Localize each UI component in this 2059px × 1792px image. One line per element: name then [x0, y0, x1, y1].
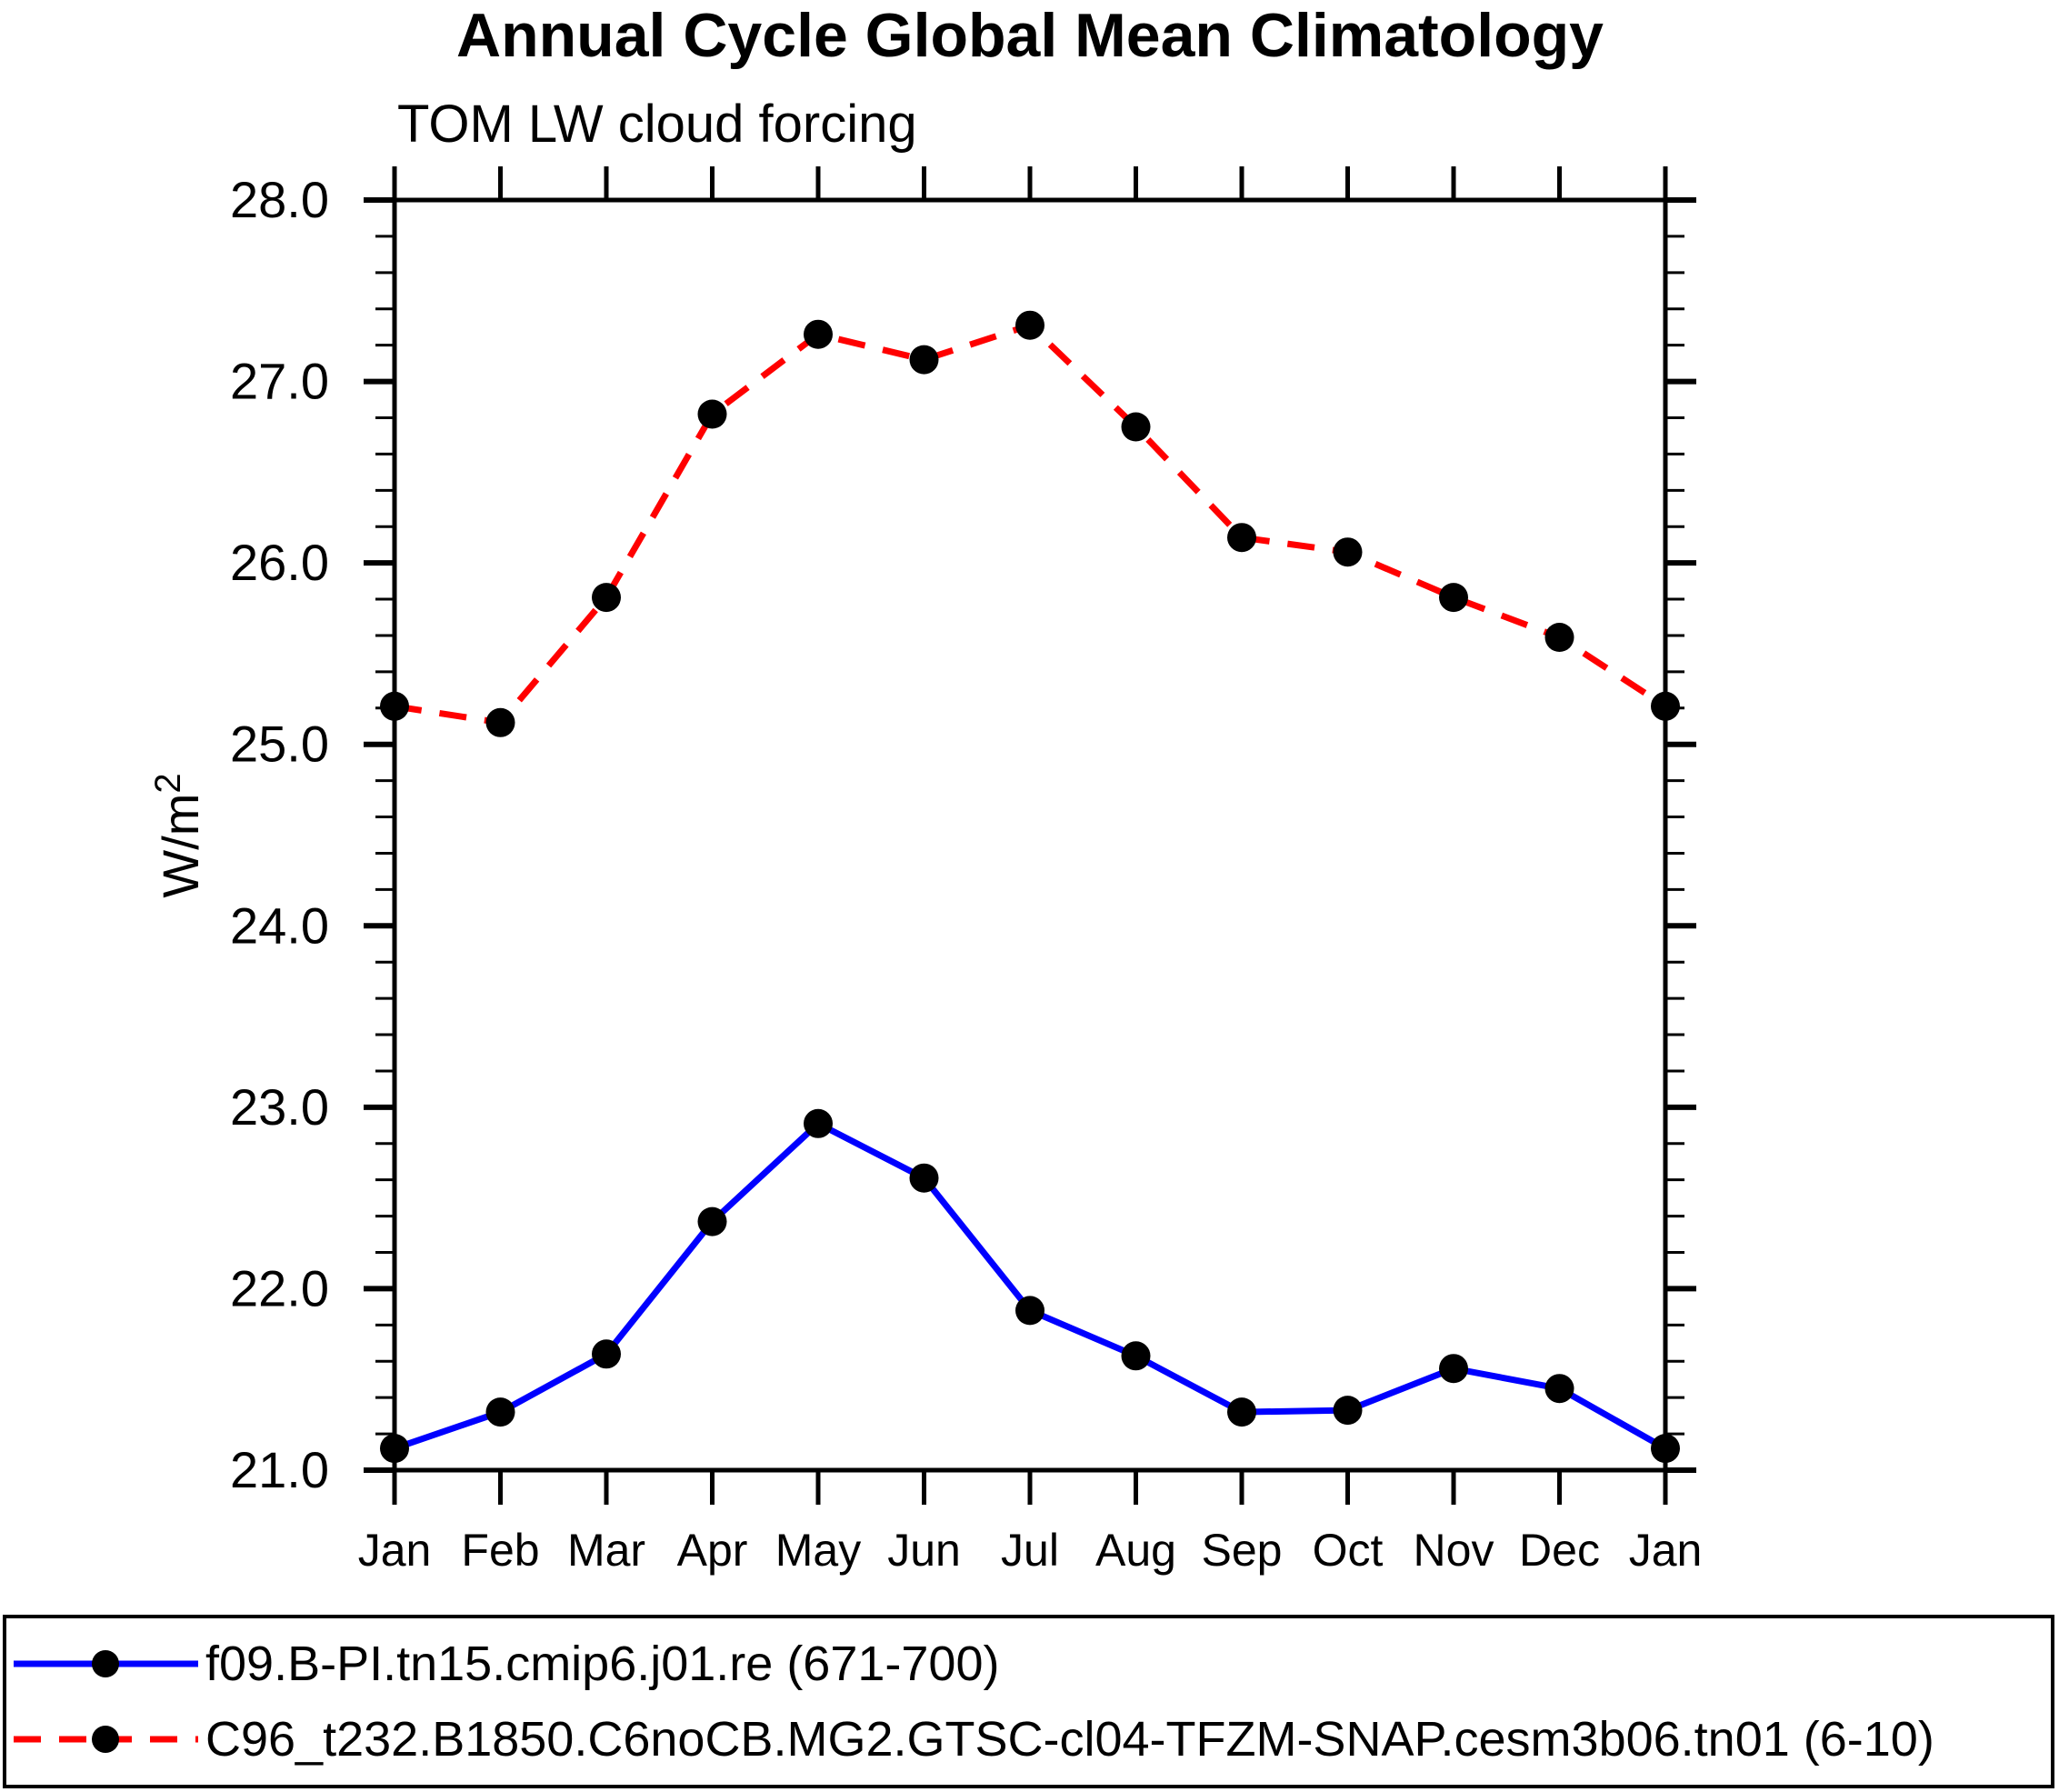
data-point [697, 399, 727, 429]
data-point [1121, 1341, 1151, 1371]
data-point [485, 707, 515, 737]
data-point [804, 319, 833, 349]
x-tick-labels: Jan Feb Mar Apr May Jun Jul Aug Sep Oct Nov Dec Jan [358, 1525, 1703, 1576]
series-line-2 [394, 321, 1667, 726]
x-tick-label: Mar [567, 1525, 645, 1576]
data-point [1651, 691, 1680, 721]
y-tick-label: 24.0 [230, 896, 329, 954]
data-point [804, 1108, 833, 1138]
data-point [1333, 537, 1363, 567]
data-point [909, 345, 939, 375]
data-point [1227, 1397, 1256, 1427]
data-series [380, 310, 1680, 1464]
data-point [592, 583, 621, 613]
x-tick-label: Aug [1095, 1525, 1176, 1576]
legend-label-series-1: f09.B-PI.tn15.cmip6.j01.re (671-700) [205, 1637, 999, 1691]
x-tick-label: Nov [1414, 1525, 1494, 1576]
data-point [592, 1339, 621, 1369]
y-tick-label: 23.0 [230, 1078, 329, 1136]
y-axis-label: W/m2 [148, 773, 209, 897]
legend-label-series-2: C96_t232.B1850.C6noCB.MG2.GTSC-cl04-TFZM… [205, 1712, 1934, 1767]
data-point [380, 1434, 409, 1464]
series-line-1 [393, 1119, 1667, 1452]
legend: f09.B-PI.tn15.cmip6.j01.re (671-700) C96… [3, 1615, 2054, 1788]
legend-marker-circle [92, 1650, 119, 1677]
data-point [1121, 412, 1151, 442]
y-axis-label-superscript: 2 [148, 773, 188, 793]
chart-title: Annual Cycle Global Mean Climatology [456, 1, 1604, 70]
y-tick-labels: 21.0 22.0 23.0 24.0 25.0 26.0 27.0 28.0 [230, 171, 329, 1498]
x-tick-label: Jan [358, 1525, 432, 1576]
data-point [909, 1163, 939, 1193]
data-point [697, 1206, 727, 1236]
data-point [1439, 583, 1468, 613]
plot-frame [392, 197, 1668, 1473]
x-tick-label: Sep [1202, 1525, 1283, 1576]
legend-marker-circle [92, 1726, 119, 1753]
chart-subtitle: TOM LW cloud forcing [397, 95, 917, 154]
legend-frame [3, 1615, 2054, 1788]
x-tick-label: Jul [1001, 1525, 1059, 1576]
y-tick-label: 21.0 [230, 1441, 329, 1498]
legend-item-series-2: C96_t232.B1850.C6noCB.MG2.GTSC-cl04-TFZM… [14, 1712, 1934, 1767]
data-point [485, 1397, 515, 1427]
x-tick-label: Jan [1629, 1525, 1703, 1576]
data-point [1544, 623, 1574, 652]
y-tick-label: 27.0 [230, 353, 329, 410]
data-point [1439, 1354, 1468, 1384]
y-tick-label: 28.0 [230, 171, 329, 228]
plot-area: 21.0 22.0 23.0 24.0 25.0 26.0 27.0 28.0 Jan Feb M… [230, 166, 1702, 1576]
x-tick-label: May [775, 1525, 861, 1576]
data-point [1544, 1374, 1574, 1404]
y-axis-label-base: W/m [152, 794, 209, 898]
legend-item-series-1: f09.B-PI.tn15.cmip6.j01.re (671-700) [14, 1637, 999, 1691]
x-tick-label: Apr [677, 1525, 748, 1576]
x-tick-label: Jun [887, 1525, 961, 1576]
y-tick-label: 25.0 [230, 716, 329, 773]
axis-ticks [364, 166, 1696, 1505]
y-tick-label: 26.0 [230, 534, 329, 591]
x-tick-label: Feb [461, 1525, 539, 1576]
x-tick-label: Oct [1313, 1525, 1384, 1576]
data-point [1333, 1396, 1363, 1426]
data-point [1227, 523, 1256, 553]
data-point [1015, 1296, 1044, 1326]
data-point [1015, 310, 1044, 340]
y-tick-label: 22.0 [230, 1259, 329, 1316]
x-tick-label: Dec [1519, 1525, 1600, 1576]
data-point [380, 691, 409, 721]
data-point [1651, 1434, 1680, 1464]
